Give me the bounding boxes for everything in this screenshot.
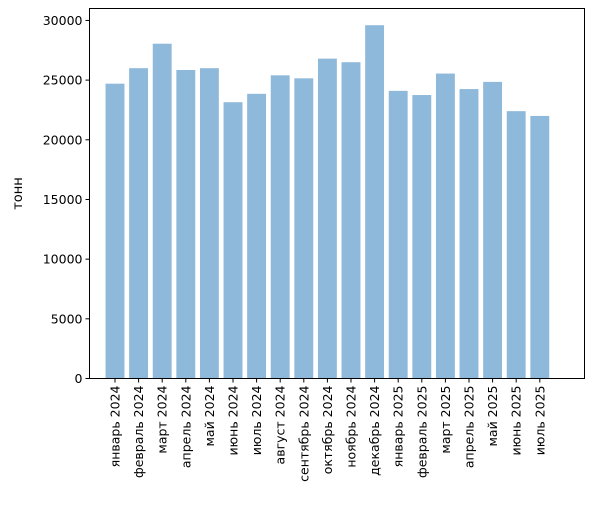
bar [199,68,219,379]
x-tick-label: апрель 2024 [178,385,193,468]
x-tick-label: июль 2025 [532,386,547,456]
y-axis-label: тонн [11,177,26,210]
x-tick-label: март 2024 [155,385,170,453]
x-tick-label: апрель 2025 [462,386,477,469]
x-tick-label: январь 2025 [391,386,406,468]
bars-layer [105,25,550,379]
y-tick-label: 30000 [43,13,83,28]
bar [412,95,432,379]
bar [294,78,314,379]
y-tick-label: 15000 [43,192,83,207]
bar [388,90,408,379]
x-tick-label: май 2025 [485,386,500,447]
bar [459,89,479,379]
x-tick-label: декабрь 2024 [367,385,382,475]
bar [483,81,503,379]
y-tick-label: 5000 [51,311,83,326]
x-tick-label: сентябрь 2024 [296,385,311,481]
bar [129,68,149,379]
bar [317,58,337,379]
x-tick-label: август 2024 [273,385,288,464]
y-tick-label: 0 [75,371,83,386]
x-tick-label: февраль 2025 [414,386,429,478]
bar [270,75,290,379]
plot-frame [89,8,585,379]
x-tick-label: май 2024 [202,385,217,446]
bar [247,93,267,379]
bar [365,25,385,379]
bar [152,43,172,379]
bar [105,83,125,379]
bar [223,102,243,379]
y-tick-label: 25000 [43,73,83,88]
x-axis: январь 2024 февраль 2024 март 2024 апрель 2… [108,378,547,482]
x-tick-label: январь 2024 [108,385,123,467]
bar [506,111,526,379]
bar [341,62,361,379]
x-tick-label: июнь 2024 [226,385,241,455]
y-tick-label: 20000 [43,132,83,147]
x-tick-label: март 2025 [438,386,453,454]
x-tick-label: октябрь 2024 [320,385,335,474]
x-tick-label: февраль 2024 [131,385,146,478]
x-tick-label: июнь 2025 [509,386,524,456]
bar [176,69,196,379]
bar [435,73,455,379]
x-tick-label: ноябрь 2024 [344,385,359,467]
x-tick-label: июль 2024 [249,385,264,455]
y-tick-label: 10000 [43,252,83,267]
y-axis: 0 5000 10000 15000 20000 25000 30000 [43,13,90,386]
bar [530,115,550,379]
